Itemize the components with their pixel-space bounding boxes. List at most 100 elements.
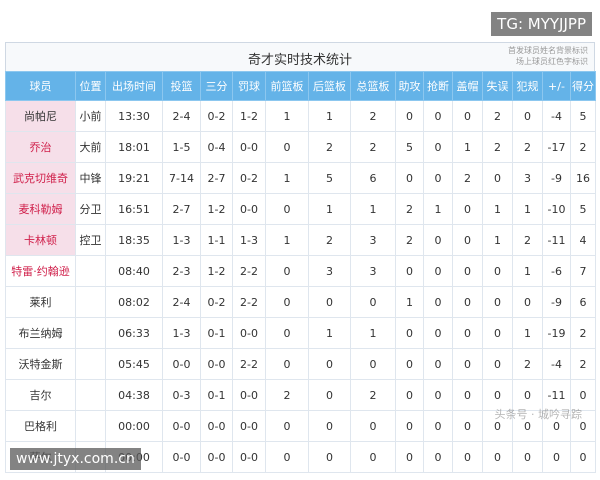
stat-cell: 0 [423, 162, 453, 194]
column-header: 失误 [482, 71, 513, 101]
stat-cell: 0 [482, 255, 513, 287]
column-header: 位置 [75, 71, 106, 101]
stat-cell [75, 286, 106, 318]
stat-cell: 1 [395, 286, 424, 318]
stat-cell: 0 [452, 193, 483, 225]
stats-table: 球员 位置 出场时间 投篮 三分 罚球 前篮板 后篮板 总篮板 助攻 抢断 盖帽 失误 犯规 +/- 得分 尚… [5, 71, 596, 473]
stat-cell: 1-3 [232, 224, 266, 256]
stat-cell: 6 [350, 162, 396, 194]
stat-cell: 1-1 [200, 224, 233, 256]
stat-cell: 0 [452, 410, 483, 442]
stat-cell: 0 [512, 441, 543, 473]
stat-cell: 0 [265, 131, 309, 163]
stat-cell: 00:00 [105, 410, 163, 442]
stat-cell: 2 [570, 348, 596, 380]
stat-cell: 0-0 [162, 441, 201, 473]
stat-cell: 0 [452, 100, 483, 132]
stat-cell: -4 [542, 100, 571, 132]
column-header: 犯规 [512, 71, 543, 101]
stat-cell: 0 [482, 317, 513, 349]
stat-cell: 0-0 [200, 348, 233, 380]
stat-cell: 0 [482, 348, 513, 380]
stat-cell: 1-2 [232, 100, 266, 132]
stat-cell: 3 [308, 255, 351, 287]
stat-cell: 1-3 [162, 224, 201, 256]
stat-cell: 0 [512, 100, 543, 132]
stat-cell: 0 [350, 286, 396, 318]
column-header: 盖帽 [452, 71, 483, 101]
stat-cell: 05:45 [105, 348, 163, 380]
stat-cell: 0-2 [200, 100, 233, 132]
stat-cell: 小前 [75, 100, 106, 132]
stat-cell: 0-3 [162, 379, 201, 411]
stat-cell: 2-2 [232, 286, 266, 318]
player-row: 麦科勒姆 分卫 16:51 2-7 1-2 0-0 0 1 1 2 1 0 1 1 -10 5 [5, 193, 596, 225]
player-name: 沃特金斯 [5, 348, 76, 380]
stat-cell: 0-1 [200, 379, 233, 411]
stat-cell: 0 [452, 286, 483, 318]
stat-cell: 1 [512, 255, 543, 287]
stat-cell: 18:01 [105, 131, 163, 163]
stat-cell: 0-2 [232, 162, 266, 194]
player-row: 吉尔 04:38 0-3 0-1 0-0 2 0 2 0 0 0 0 0 -11 0 [5, 379, 596, 411]
stat-cell: 0 [308, 441, 351, 473]
stat-cell: 0-0 [232, 410, 266, 442]
player-name: 武克切维奇 [5, 162, 76, 194]
stat-cell: 2-4 [162, 100, 201, 132]
stat-cell: 2-2 [232, 348, 266, 380]
stat-cell: 0 [308, 379, 351, 411]
stat-cell: 0 [542, 441, 571, 473]
stat-cell: 0 [452, 441, 483, 473]
stat-cell: 1 [350, 193, 396, 225]
stat-cell: 1 [452, 131, 483, 163]
header-row: 球员 位置 出场时间 投篮 三分 罚球 前篮板 后篮板 总篮板 助攻 抢断 盖帽 失误 犯规 +/- 得分 [5, 71, 596, 101]
stat-cell: 2 [570, 131, 596, 163]
stat-cell: 5 [570, 193, 596, 225]
stat-cell: 0 [308, 348, 351, 380]
column-header: 罚球 [232, 71, 266, 101]
stat-cell: 0 [570, 441, 596, 473]
stat-cell: 0 [452, 317, 483, 349]
stat-cell: 1 [482, 224, 513, 256]
stat-cell: 0 [423, 348, 453, 380]
note-line: 首发球员姓名背景标识 [508, 46, 588, 55]
stat-cell: 08:40 [105, 255, 163, 287]
player-row: 尚帕尼 小前 13:30 2-4 0-2 1-2 1 1 2 0 0 0 2 0 -4 5 [5, 100, 596, 132]
stat-cell: 2 [395, 224, 424, 256]
stat-cell: 3 [512, 162, 543, 194]
stat-cell: 0 [570, 379, 596, 411]
stat-cell: -11 [542, 224, 571, 256]
stat-cell: 0 [423, 100, 453, 132]
player-row: 乔治 大前 18:01 1-5 0-4 0-0 0 2 2 5 0 1 2 2 -17 2 [5, 131, 596, 163]
stat-cell: 0 [423, 441, 453, 473]
watermark: 头条号 · 城吟寻踪 [494, 408, 583, 421]
stat-cell: 1 [512, 317, 543, 349]
stat-cell: 0 [423, 224, 453, 256]
stat-cell: 0 [423, 131, 453, 163]
stat-cell: 2 [452, 162, 483, 194]
stat-cell: 0 [423, 379, 453, 411]
player-row: 巴格利 00:00 0-0 0-0 0-0 0 0 0 0 0 0 0 0 0 0 [5, 410, 596, 442]
player-name: 卡林顿 [5, 224, 76, 256]
stat-cell: -9 [542, 286, 571, 318]
stat-cell: 16 [570, 162, 596, 194]
player-name: 尚帕尼 [5, 100, 76, 132]
stat-cell: 0 [395, 410, 424, 442]
stat-cell: 18:35 [105, 224, 163, 256]
stat-cell: 2 [482, 100, 513, 132]
player-row: 莱利 08:02 2-4 0-2 2-2 0 0 0 1 0 0 0 0 -9 6 [5, 286, 596, 318]
column-header: 后篮板 [308, 71, 351, 101]
stat-cell: 0 [482, 441, 513, 473]
note-line: 场上球员红色字标识 [516, 57, 588, 66]
player-row: 卡林顿 控卫 18:35 1-3 1-1 1-3 1 2 3 2 0 0 1 2 -11 4 [5, 224, 596, 256]
stat-cell: 0-0 [232, 193, 266, 225]
column-header: 抢断 [423, 71, 453, 101]
stat-cell: 0 [395, 379, 424, 411]
player-name: 特雷·约翰逊 [5, 255, 76, 287]
player-name: 麦科勒姆 [5, 193, 76, 225]
stat-cell [75, 379, 106, 411]
stat-cell: -17 [542, 131, 571, 163]
stat-cell: 2 [395, 193, 424, 225]
stat-cell: 5 [570, 100, 596, 132]
stat-cell: 0-0 [200, 441, 233, 473]
